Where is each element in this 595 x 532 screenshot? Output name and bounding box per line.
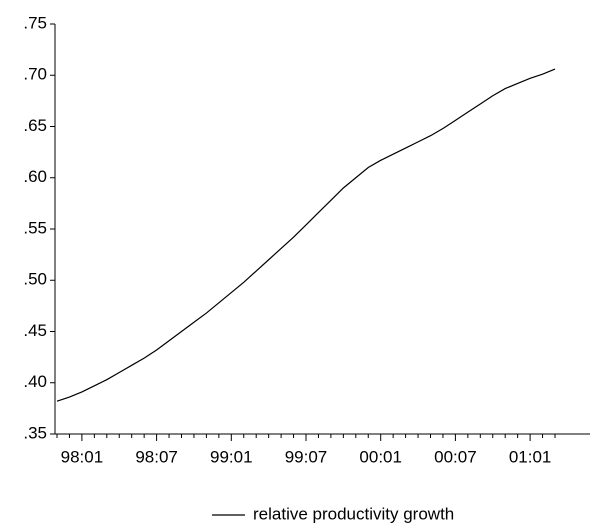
series-line (56, 68, 556, 402)
y-tick-label: .60 (23, 167, 47, 186)
y-tick-label: .45 (23, 321, 47, 340)
y-tick-label: .50 (23, 270, 47, 289)
x-tick-label: 00:07 (434, 447, 477, 466)
y-tick-label: .75 (23, 13, 47, 32)
y-tick-label: .40 (23, 372, 47, 391)
y-tick-label: .55 (23, 218, 47, 237)
x-tick-label: 00:01 (359, 447, 402, 466)
y-tick-label: .70 (23, 65, 47, 84)
x-tick-label: 98:07 (135, 447, 178, 466)
x-tick-label: 99:07 (285, 447, 328, 466)
y-tick-label: .65 (23, 116, 47, 135)
legend-label: relative productivity growth (253, 504, 454, 523)
y-tick-label: .35 (23, 423, 47, 442)
x-tick-label: 99:01 (210, 447, 253, 466)
x-tick-label: 01:01 (509, 447, 552, 466)
x-tick-label: 98:01 (61, 447, 104, 466)
